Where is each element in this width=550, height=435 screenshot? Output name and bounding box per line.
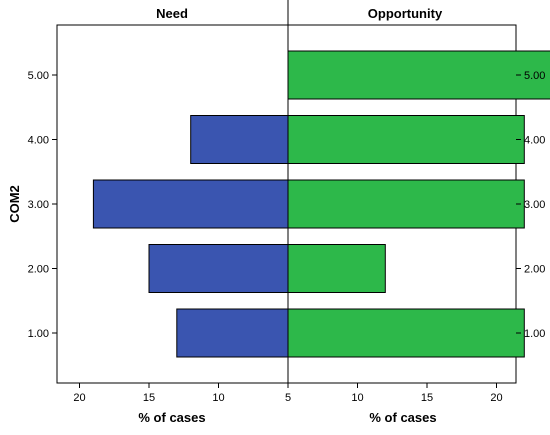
y-tick-label-right: 2.00 — [524, 264, 545, 276]
need-bar-3.00 — [92, 179, 289, 229]
x-axis-title-need: % of cases — [138, 410, 205, 425]
y-tick-label-left: 3.00 — [28, 199, 49, 211]
x-tick-label-need: 15 — [143, 392, 155, 404]
opportunity-bar-3.00 — [287, 179, 525, 229]
need-bar-4.00 — [190, 115, 289, 164]
need-bar-2.00 — [148, 244, 289, 293]
x-axis-title-opportunity: % of cases — [369, 410, 436, 425]
x-tick-label-need: 20 — [73, 392, 85, 404]
x-tick-label-opportunity: 20 — [490, 392, 502, 404]
y-tick-label-left: 4.00 — [28, 135, 49, 147]
y-tick-label-left: 2.00 — [28, 264, 49, 276]
opportunity-bar-4.00 — [287, 115, 525, 164]
x-tick-label-need: 5 — [285, 392, 291, 404]
x-tick-label-opportunity: 15 — [421, 392, 433, 404]
y-tick-label-right: 5.00 — [524, 70, 545, 82]
opportunity-bar-1.00 — [287, 308, 525, 358]
x-tick-label-need: 10 — [212, 392, 224, 404]
y-tick-label-left: 5.00 — [28, 70, 49, 82]
y-tick-label-right: 4.00 — [524, 135, 545, 147]
y-tick-label-left: 1.00 — [28, 328, 49, 340]
y-tick-label-right: 3.00 — [524, 199, 545, 211]
y-axis-title: COM2 — [7, 185, 22, 223]
x-tick-label-opportunity: 10 — [351, 392, 363, 404]
panel-title-opportunity: Opportunity — [368, 6, 443, 21]
y-tick-label-right: 1.00 — [524, 328, 545, 340]
need-bar-1.00 — [176, 308, 289, 358]
panel-title-need: Need — [156, 6, 188, 21]
opportunity-bar-5.00 — [287, 50, 550, 100]
opportunity-bar-2.00 — [287, 244, 386, 293]
